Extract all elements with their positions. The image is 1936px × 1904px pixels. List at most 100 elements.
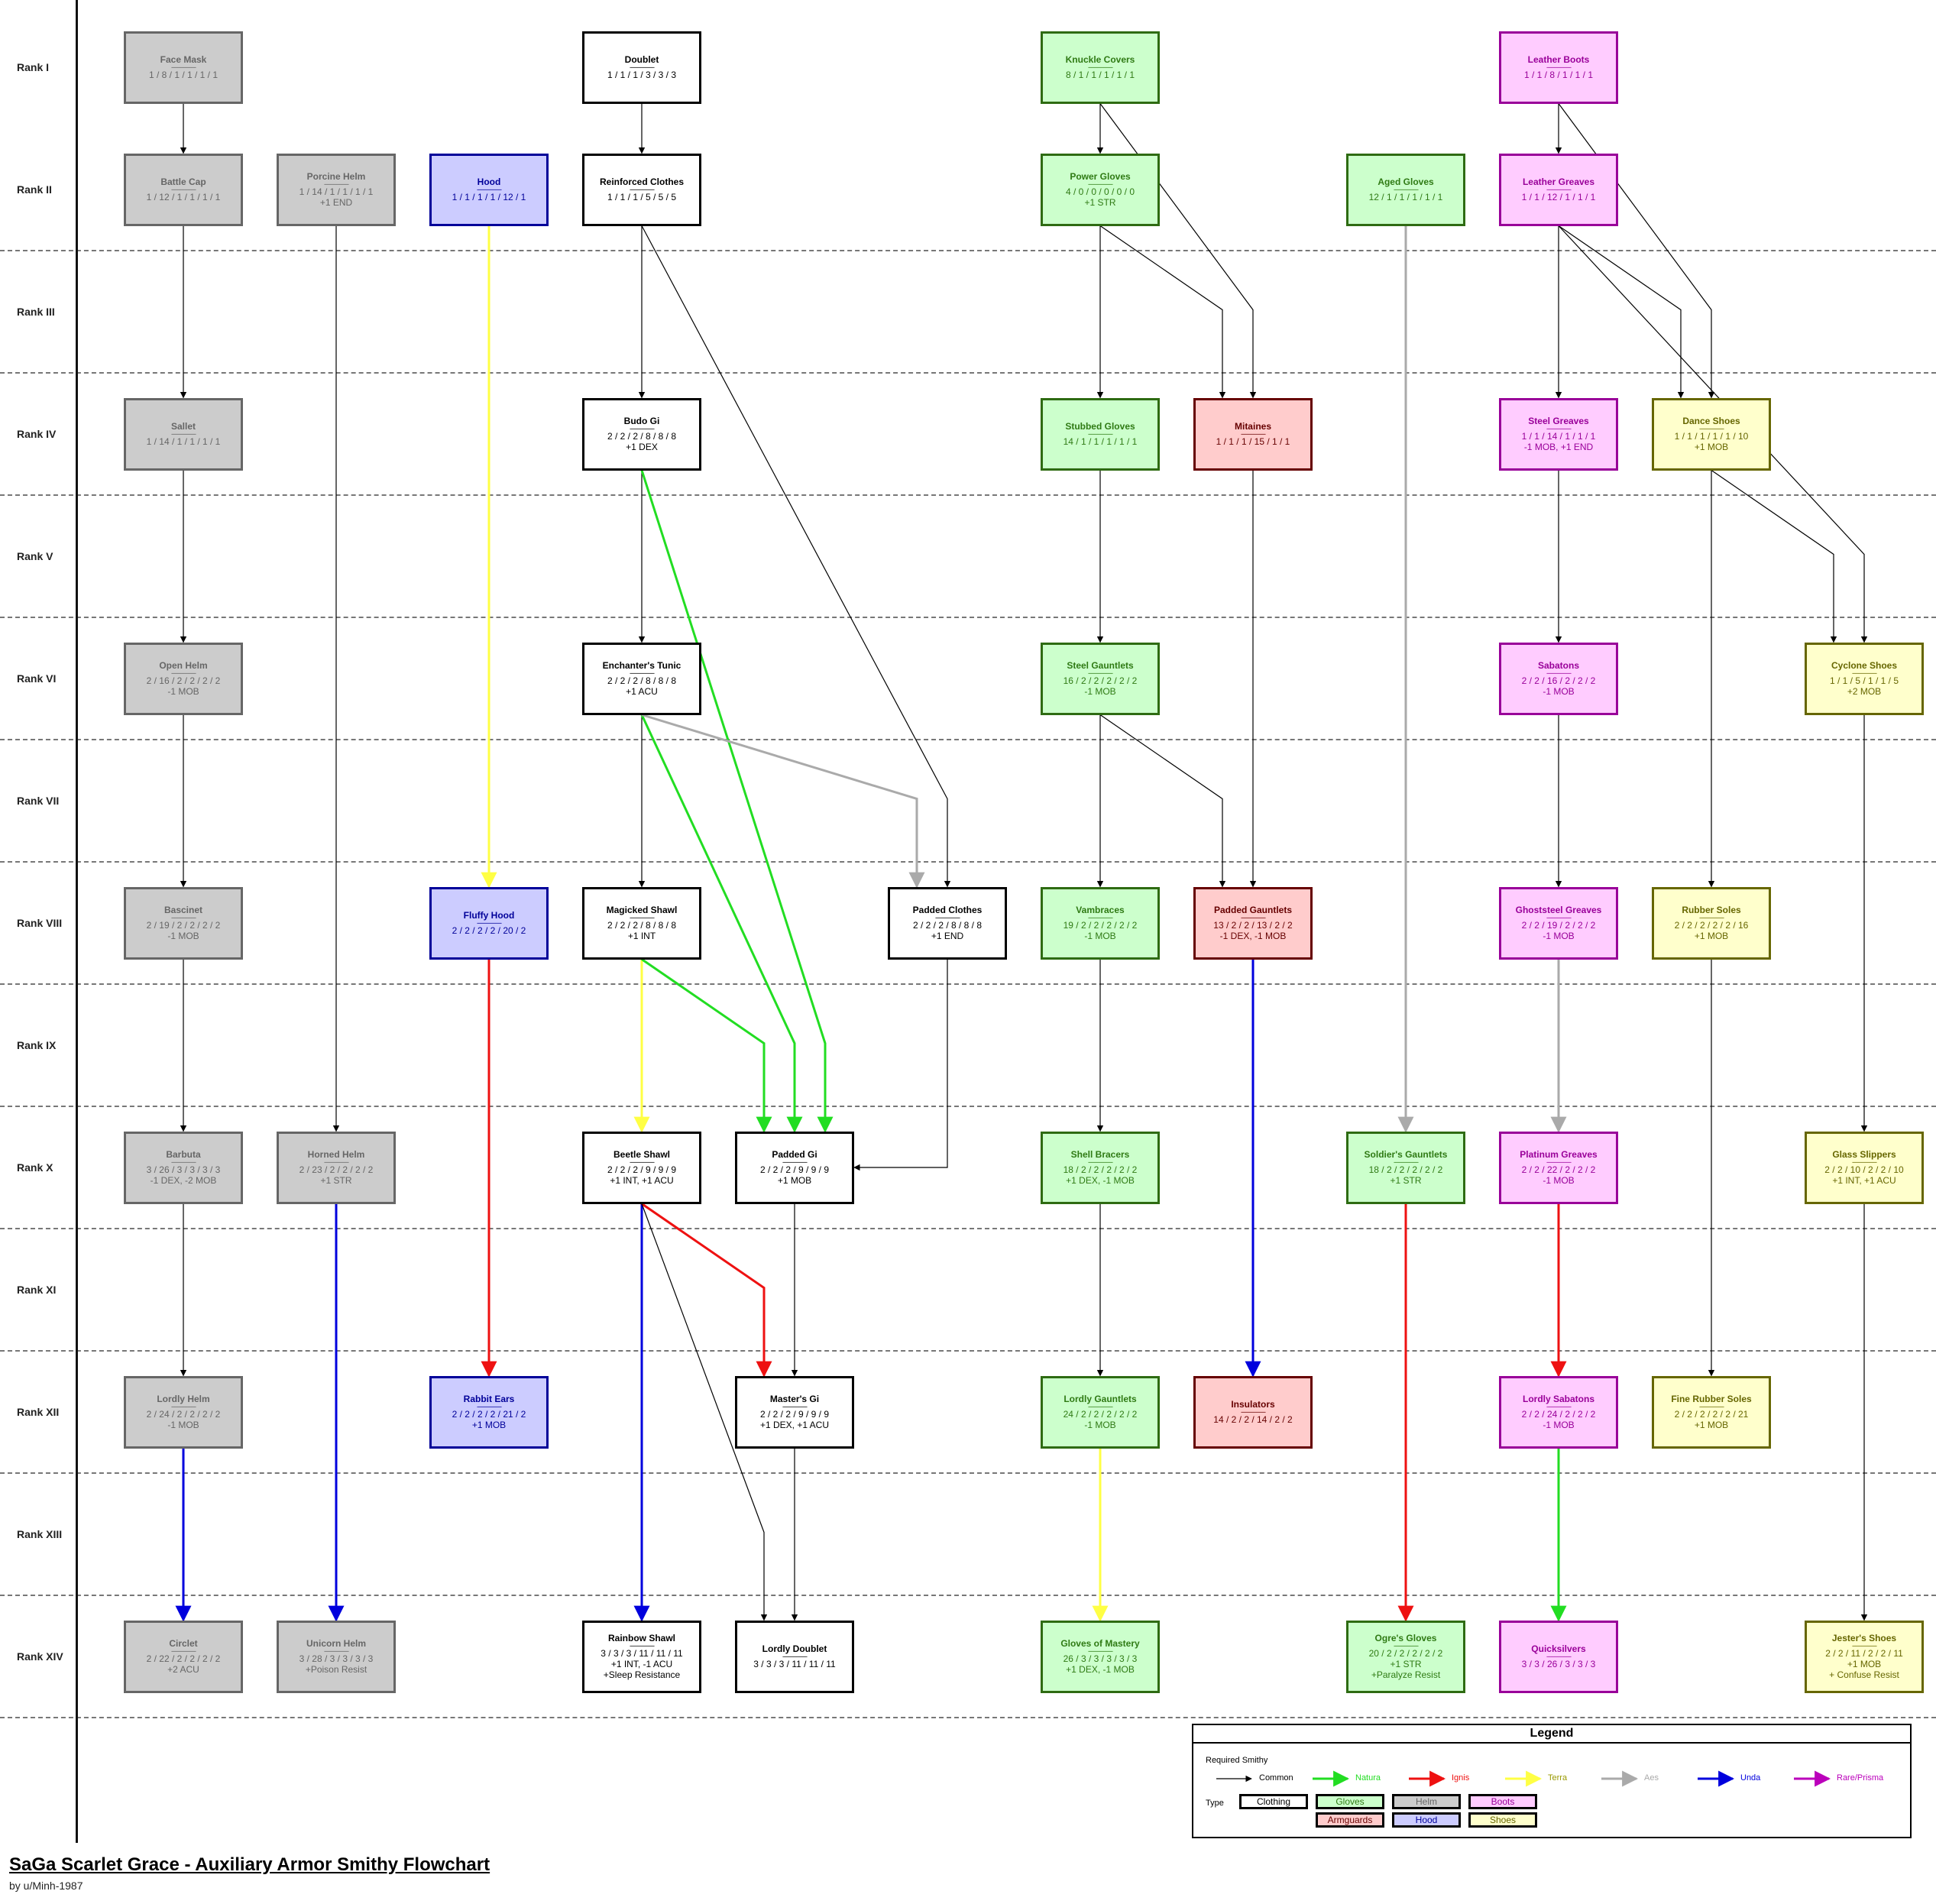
node-stats: 2 / 2 / 2 / 9 / 9 / 9 bbox=[759, 1164, 830, 1175]
node-separator: ---------------- bbox=[171, 186, 196, 193]
rank-separator bbox=[0, 1595, 1936, 1596]
edge-reinforced-clothes-to-padded-clothes bbox=[641, 225, 951, 888]
node-name: Magicked Shawl bbox=[606, 905, 678, 915]
node-bonus: -1 MOB bbox=[167, 1420, 199, 1430]
rank-separator bbox=[0, 372, 1936, 374]
node-masters-gi: Master's Gi ---------------- 2 / 2 / 2 / 9… bbox=[735, 1375, 854, 1449]
node-stats: 16 / 2 / 2 / 2 / 2 / 2 bbox=[1063, 675, 1138, 686]
node-separator: ---------------- bbox=[1088, 180, 1113, 188]
node-name: Lordly Doublet bbox=[762, 1643, 827, 1654]
rank-axis-line bbox=[76, 0, 78, 1843]
node-stats: 2 / 2 / 11 / 2 / 2 / 11 bbox=[1825, 1648, 1903, 1659]
node-separator: ---------------- bbox=[1241, 430, 1266, 438]
node-stats: 2 / 2 / 10 / 2 / 2 / 10 bbox=[1824, 1164, 1904, 1175]
node-separator: ---------------- bbox=[171, 1158, 196, 1166]
node-lordly-gauntlets: Lordly Gauntlets ---------------- 24 / 2 /… bbox=[1041, 1375, 1160, 1449]
node-stats: 1 / 12 / 1 / 1 / 1 / 1 bbox=[146, 192, 221, 202]
node-name: Mitaines bbox=[1234, 421, 1271, 432]
node-stats: 1 / 8 / 1 / 1 / 1 / 1 bbox=[148, 70, 219, 80]
node-ogres-gloves: Ogre's Gloves ---------------- 20 / 2 / 2 … bbox=[1346, 1620, 1465, 1693]
node-bonus: -1 MOB bbox=[1084, 931, 1116, 941]
node-bonus: -1 MOB bbox=[1543, 686, 1575, 697]
node-soldiers-gauntlets: Soldier's Gauntlets ---------------- 18 / … bbox=[1346, 1131, 1465, 1204]
node-stats: 4 / 0 / 0 / 0 / 0 / 0 bbox=[1065, 186, 1135, 197]
rank-separator bbox=[0, 739, 1936, 740]
node-separator: ---------------- bbox=[935, 914, 960, 921]
node-bonus: +1 STR bbox=[1084, 197, 1116, 208]
node-barbuta: Barbuta ---------------- 3 / 26 / 3 / 3 / … bbox=[124, 1131, 243, 1204]
node-stats: 14 / 2 / 2 / 14 / 2 / 2 bbox=[1213, 1414, 1293, 1425]
node-name: Steel Greaves bbox=[1528, 416, 1589, 426]
rank-separator bbox=[0, 494, 1936, 496]
legend-title: Legend bbox=[1193, 1725, 1910, 1744]
node-name: Leather Boots bbox=[1527, 54, 1590, 65]
node-bonus: +1 END bbox=[931, 931, 964, 941]
node-separator: ---------------- bbox=[630, 669, 655, 677]
node-name: Hood bbox=[477, 176, 501, 187]
node-name: Cyclone Shoes bbox=[1831, 660, 1898, 671]
legend-arrow-label: Terra bbox=[1548, 1773, 1568, 1783]
node-name: Circlet bbox=[169, 1638, 198, 1649]
edge-budo-gi-to-padded-gi bbox=[640, 470, 834, 1133]
node-separator: ---------------- bbox=[1546, 425, 1572, 432]
node-bonus: +Poison Resist bbox=[305, 1664, 367, 1675]
node-separator: ---------------- bbox=[324, 180, 349, 188]
node-name: Soldier's Gauntlets bbox=[1364, 1149, 1448, 1160]
node-power-gloves: Power Gloves ---------------- 4 / 0 / 0 / … bbox=[1041, 153, 1160, 226]
node-ghoststeel-greaves: Ghoststeel Greaves ---------------- 2 / 2 … bbox=[1499, 886, 1618, 960]
edge-padded-clothes-to-padded-gi bbox=[853, 959, 948, 1171]
node-name: Rabbit Ears bbox=[463, 1394, 515, 1404]
node-separator: ---------------- bbox=[1546, 1653, 1572, 1660]
node-stats: 1 / 1 / 14 / 1 / 1 / 1 bbox=[1521, 431, 1596, 442]
node-separator: ---------------- bbox=[1088, 669, 1113, 677]
node-name: Power Gloves bbox=[1070, 171, 1131, 182]
legend-type-boots: Boots bbox=[1468, 1794, 1537, 1809]
node-stats: 20 / 2 / 2 / 2 / 2 / 2 bbox=[1368, 1648, 1443, 1659]
node-separator: ---------------- bbox=[630, 1158, 655, 1166]
node-name: Sabatons bbox=[1537, 660, 1579, 671]
node-bonus: -1 MOB bbox=[1543, 1175, 1575, 1186]
node-name: Barbuta bbox=[166, 1149, 201, 1160]
node-name: Aged Gloves bbox=[1378, 176, 1434, 187]
node-magicked-shawl: Magicked Shawl ---------------- 2 / 2 / 2 … bbox=[582, 886, 701, 960]
node-stats: 3 / 3 / 3 / 11 / 11 / 11 bbox=[601, 1648, 683, 1659]
legend: Legend Required Smithy Type Common Natura… bbox=[1192, 1724, 1912, 1838]
node-name: Knuckle Covers bbox=[1065, 54, 1135, 65]
node-name: Lordly Helm bbox=[157, 1394, 210, 1404]
node-leather-greaves: Leather Greaves ---------------- 1 / 1 / 1… bbox=[1499, 153, 1618, 226]
node-stats: 2 / 2 / 2 / 2 / 21 / 2 bbox=[452, 1409, 526, 1420]
edge-power-gloves-to-mitaines bbox=[1099, 225, 1226, 399]
chart-byline: by u/Minh-1987 bbox=[9, 1880, 83, 1892]
node-bonus: +2 ACU bbox=[167, 1664, 199, 1675]
node-stats: 2 / 23 / 2 / 2 / 2 / 2 bbox=[299, 1164, 374, 1175]
node-stats: 1 / 1 / 1 / 5 / 5 / 5 bbox=[607, 192, 677, 202]
node-separator: ---------------- bbox=[1088, 1647, 1113, 1655]
node-enchanters-tunic: Enchanter's Tunic ---------------- 2 / 2 /… bbox=[582, 642, 701, 715]
node-bonus-2: + Confuse Resist bbox=[1829, 1669, 1899, 1680]
node-name: Glass Slippers bbox=[1832, 1149, 1896, 1160]
node-name: Master's Gi bbox=[769, 1394, 820, 1404]
node-separator: ---------------- bbox=[782, 1403, 808, 1410]
node-separator: ---------------- bbox=[1088, 914, 1113, 921]
node-stats: 26 / 3 / 3 / 3 / 3 / 3 bbox=[1063, 1653, 1138, 1664]
node-name: Rubber Soles bbox=[1682, 905, 1741, 915]
node-name: Shell Bracers bbox=[1070, 1149, 1130, 1160]
node-name: Padded Gi bbox=[772, 1149, 817, 1160]
node-stats: 2 / 2 / 2 / 2 / 2 / 21 bbox=[1674, 1409, 1749, 1420]
node-sallet: Sallet ---------------- 1 / 14 / 1 / 1 / 1… bbox=[124, 397, 243, 471]
node-bonus: +2 MOB bbox=[1847, 686, 1882, 697]
node-bonus: +1 DEX, -1 MOB bbox=[1066, 1175, 1135, 1186]
node-name: Sallet bbox=[170, 421, 196, 432]
node-separator: ---------------- bbox=[1699, 1403, 1724, 1410]
node-separator: ---------------- bbox=[1852, 669, 1877, 677]
legend-type-armguards: Armguards bbox=[1316, 1812, 1384, 1828]
node-battle-cap: Battle Cap ---------------- 1 / 12 / 1 / 1… bbox=[124, 153, 243, 226]
chart-title: SaGa Scarlet Grace - Auxiliary Armor Smi… bbox=[9, 1854, 490, 1875]
rank-label: Rank IX bbox=[17, 1039, 57, 1051]
edge-dance-shoes-to-cyclone-shoes bbox=[1711, 470, 1837, 643]
legend-arrow-label: Rare/Prisma bbox=[1837, 1773, 1884, 1783]
node-bonus: -1 DEX, -1 MOB bbox=[1219, 931, 1287, 941]
node-separator: ---------------- bbox=[1546, 1158, 1572, 1166]
